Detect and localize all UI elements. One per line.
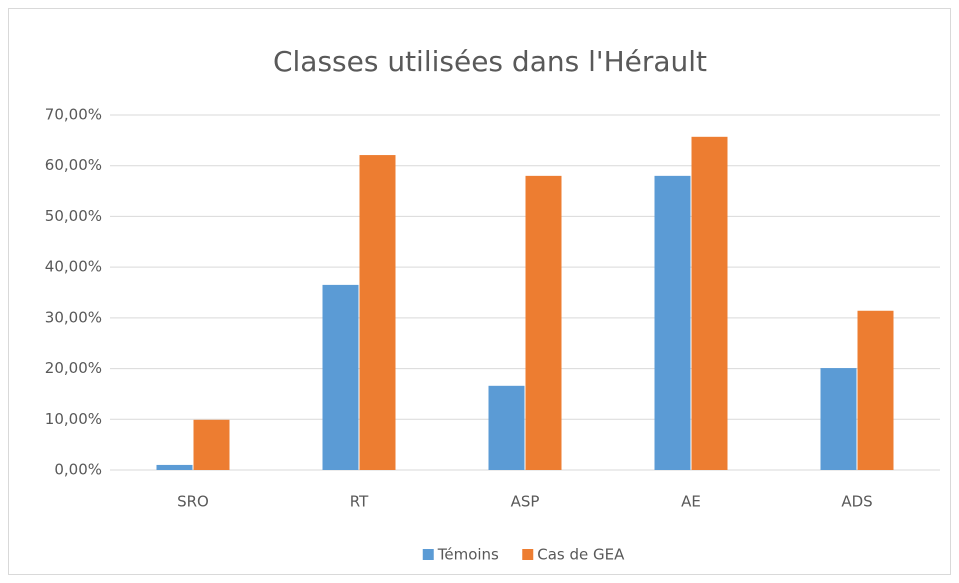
bar	[488, 385, 525, 470]
legend-label: Témoins	[437, 546, 499, 564]
y-tick-label: 0,00%	[54, 461, 102, 479]
bar	[654, 175, 691, 470]
bar	[525, 175, 562, 470]
bar	[322, 284, 359, 470]
chart-title: Classes utilisées dans l'Hérault	[273, 45, 707, 78]
y-tick-label: 50,00%	[45, 207, 102, 225]
legend-swatch	[422, 549, 434, 560]
legend-label: Cas de GEA	[537, 546, 625, 564]
y-tick-label: 30,00%	[45, 308, 102, 326]
bar	[857, 310, 894, 470]
x-tick-label: RT	[350, 493, 369, 511]
chart-frame	[8, 8, 951, 575]
x-tick-label: ADS	[841, 493, 872, 511]
bar	[156, 464, 193, 470]
y-tick-label: 10,00%	[45, 410, 102, 428]
y-tick-label: 70,00%	[45, 106, 102, 124]
y-tick-label: 40,00%	[45, 258, 102, 276]
bar	[820, 368, 857, 470]
x-tick-label: ASP	[511, 493, 540, 511]
bar	[691, 136, 728, 471]
y-tick-label: 60,00%	[45, 156, 102, 174]
bar	[193, 419, 230, 470]
bar	[359, 155, 396, 471]
y-tick-label: 20,00%	[45, 359, 102, 377]
x-tick-label: AE	[681, 493, 701, 511]
legend-swatch	[522, 549, 534, 560]
x-tick-label: SRO	[177, 493, 209, 511]
